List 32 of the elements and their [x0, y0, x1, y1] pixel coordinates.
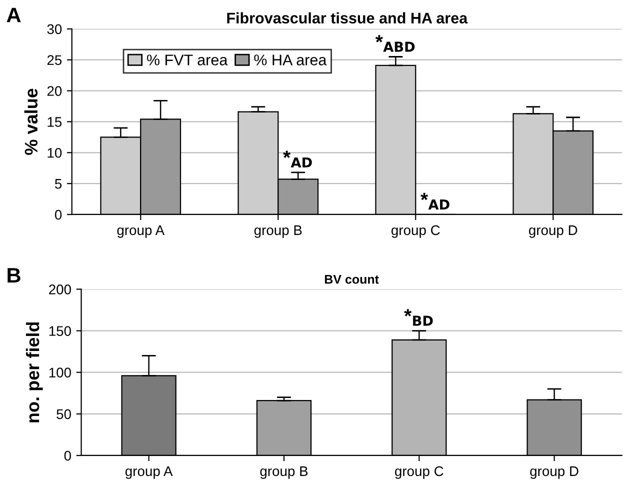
x-tick-label: group D — [530, 466, 578, 479]
y-tick-label: 100 — [49, 368, 71, 378]
chart-title: BV count — [324, 275, 379, 284]
y-tick-label: 5 — [54, 179, 62, 189]
y-tick-label: 15 — [48, 117, 62, 127]
y-tick-label: 30 — [47, 24, 62, 34]
y-tick-label: 20 — [47, 86, 62, 96]
annotation: *$_{AD}$ — [283, 150, 312, 168]
x-tick-label: group B — [260, 466, 308, 479]
x-tick-label: group C — [392, 225, 440, 238]
y-tick-label: 10 — [48, 148, 62, 158]
annotation: *$_{AD}$ — [420, 192, 450, 210]
y-tick-label: 50 — [56, 409, 71, 420]
y-axis-title: % value — [24, 88, 38, 155]
legend-label: % HA area — [254, 54, 327, 66]
annotation: *$_{ABD}$ — [375, 35, 415, 52]
x-tick-label: group A — [125, 466, 173, 479]
x-tick-label: group B — [254, 225, 302, 238]
y-tick-label: 150 — [49, 326, 71, 336]
text: A — [6, 8, 21, 22]
legend-label: % FVT area — [146, 54, 228, 66]
y-tick-label: 0 — [64, 450, 71, 461]
text: B — [8, 268, 20, 282]
x-tick-label: group C — [395, 466, 444, 479]
y-tick-label: 200 — [49, 284, 71, 294]
chart-title: Fibrovascular tissue and HA area — [227, 12, 468, 24]
annotation: *$_{BD}$ — [404, 309, 433, 326]
y-tick-label: 25 — [47, 55, 62, 66]
x-tick-label: group D — [529, 225, 578, 238]
x-tick-label: group A — [117, 225, 165, 238]
y-tick-label: 0 — [54, 210, 62, 220]
y-axis-title: no. per field — [26, 322, 43, 422]
